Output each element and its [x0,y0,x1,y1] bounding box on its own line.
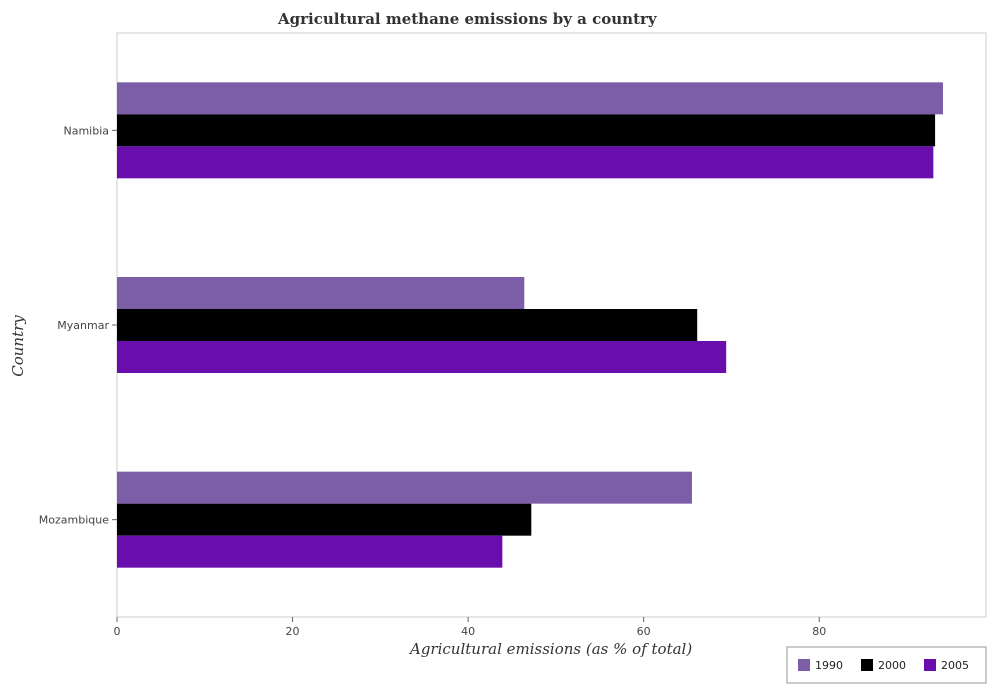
bar-namibia-2005 [117,146,934,179]
bar-myanmar-2000 [117,309,698,341]
x-tick-label: 80 [812,625,826,638]
legend-label-2005: 2005 [941,659,969,672]
bar-namibia-1990 [117,82,943,115]
legend-label-2000: 2000 [878,659,906,672]
x-tick-label: 0 [114,625,121,638]
y-tick-label: Namibia [63,124,109,137]
x-axis-label: Agricultural emissions (as % of total) [408,640,692,658]
bars [117,82,943,568]
bar-namibia-2000 [117,114,936,147]
legend: 1990 2000 2005 [786,646,987,684]
x-tick-label: 60 [637,625,651,638]
chart-title: Agricultural methane emissions by a coun… [277,10,658,28]
x-tick-label: 20 [286,625,300,638]
legend-swatch-2005 [924,659,936,671]
y-axis-label: Country [9,315,27,377]
legend-box [786,646,987,684]
legend-swatch-2000 [861,659,873,671]
bar-mozambique-1990 [117,471,692,504]
bar-myanmar-2005 [117,341,727,373]
x-axis: 0 20 40 60 80 [114,617,826,638]
x-tick-label: 40 [461,625,475,638]
legend-swatch-1990 [798,659,810,671]
legend-label-1990: 1990 [815,659,843,672]
bar-myanmar-1990 [117,277,525,309]
bar-mozambique-2005 [117,535,503,568]
y-tick-label: Myanmar [57,319,109,332]
y-axis: Mozambique Myanmar Namibia [39,124,117,527]
y-tick-label: Mozambique [39,514,109,527]
bar-mozambique-2000 [117,503,532,536]
